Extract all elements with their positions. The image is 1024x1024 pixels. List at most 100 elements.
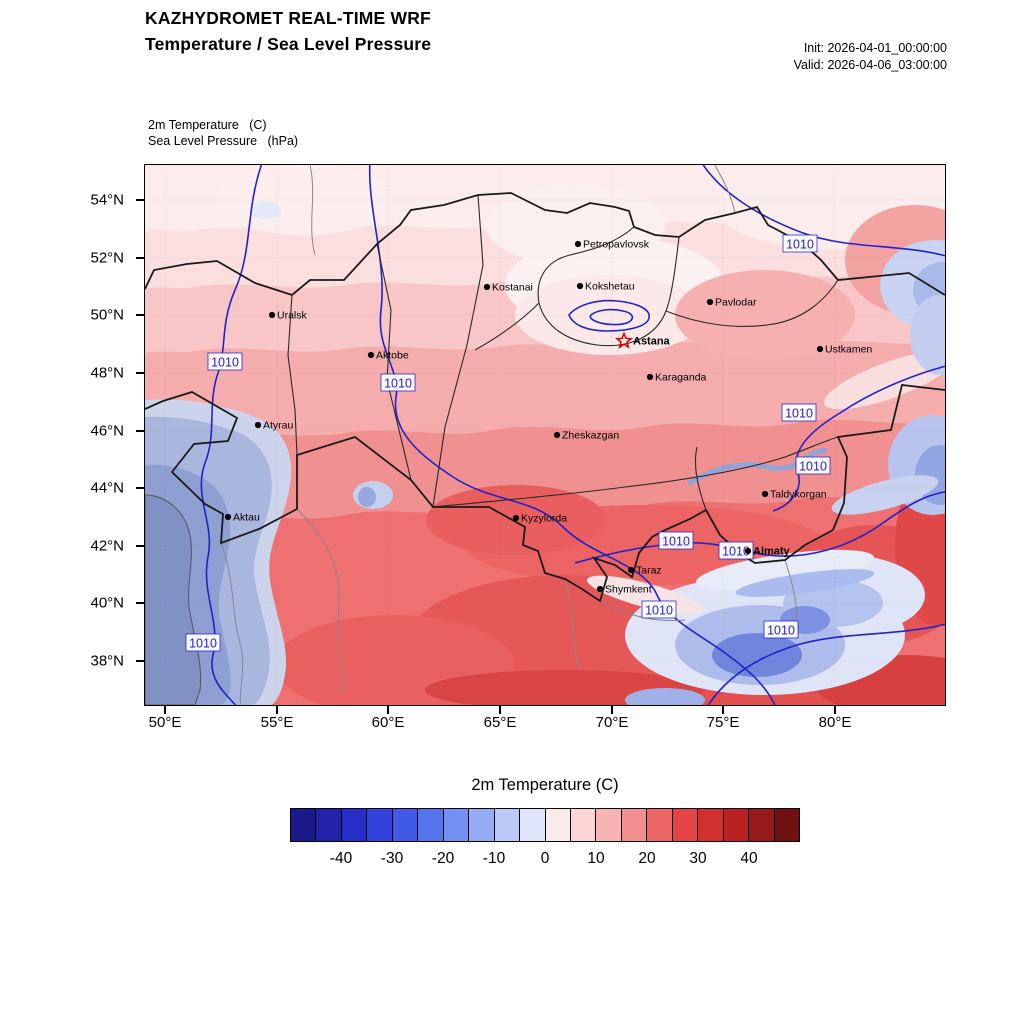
pressure-label-box (763, 620, 799, 639)
isobar-northeast (702, 165, 945, 257)
lat-tick-label: 52°N (90, 249, 124, 267)
city-label: Kyzylorda (521, 513, 567, 525)
pressure-label: 1010 (645, 604, 673, 618)
city-dot-icon (706, 298, 714, 306)
akmola-border-loop (537, 226, 680, 347)
lon-tick-label: 60°E (371, 714, 405, 731)
lon-tick-label: 75°E (706, 714, 740, 731)
isobar-central (368, 165, 776, 705)
city-label: Taraz (636, 565, 662, 577)
city-dot-icon (761, 490, 769, 498)
lon-tick-label: 80°E (818, 714, 852, 731)
city-label: Petropavlovsk (583, 239, 650, 251)
lat-tick-label: 38°N (90, 652, 124, 670)
colorbar-tick-label: 40 (740, 850, 758, 867)
lon-tick-label: 65°E (483, 714, 517, 731)
lat-tick-label: 44°N (90, 479, 124, 497)
colorbar-tick-label: 0 (540, 850, 550, 867)
city-label: Pavlodar (715, 297, 757, 309)
lon-tickmark (722, 706, 724, 714)
pressure-label-box (795, 456, 831, 475)
colorbar-tick-label: -20 (431, 850, 455, 867)
city-label: Atyrau (263, 420, 294, 432)
lat-tick-label: 50°N (90, 306, 124, 324)
city-dot-icon (576, 282, 584, 290)
lon-tickmark (611, 706, 613, 714)
city-label: Karaganda (655, 372, 707, 384)
colorbar-tick-label: -40 (329, 850, 353, 867)
isobar-almaty (574, 491, 945, 564)
city-dot-icon (553, 431, 561, 439)
colorbar-segment (443, 809, 470, 841)
pressure-label-box (185, 633, 221, 652)
colorbar-segment (749, 809, 775, 841)
pressure-label: 1010 (799, 460, 827, 474)
city-label: Shymkent (605, 584, 652, 596)
cold-regions-layer (145, 240, 945, 705)
city-dot-icon (254, 421, 262, 429)
colorbar-segment (469, 809, 495, 841)
pressure-label: 1010 (189, 637, 217, 651)
lat-tickmark (136, 257, 145, 259)
colorbar-tick-label: 10 (587, 850, 605, 867)
isobar-astana-loop-inner (589, 308, 634, 326)
capital-star-icon (614, 331, 634, 349)
pressure-contours-layer (200, 165, 945, 705)
tianshan-cold-core (712, 633, 802, 677)
lon-tickmark (834, 706, 836, 714)
colorbar-segment (698, 809, 724, 841)
colorbar-tick-label: -10 (482, 850, 506, 867)
colorbar-segment (672, 809, 699, 841)
pressure-label: 1010 (384, 377, 412, 391)
lon-tickmark (164, 706, 166, 714)
lat-tick-label: 46°N (90, 422, 124, 440)
graticule-layer (145, 165, 945, 705)
lat-tickmark (136, 314, 145, 316)
city-label: Taldykorgan (770, 489, 827, 501)
city-dot-icon (483, 283, 491, 291)
colorbar-segment (647, 809, 673, 841)
pressure-label: 1010 (785, 407, 813, 421)
lon-tickmark (276, 706, 278, 714)
foreign-borders-layer (220, 165, 798, 705)
field-label-pressure: Sea Level Pressure (hPa) (148, 134, 299, 148)
city-dot-icon (367, 351, 375, 359)
city-dot-icon (268, 311, 276, 319)
lat-tick-label: 42°N (90, 537, 124, 555)
lat-tickmark (136, 372, 145, 374)
city-label: Kokshetau (585, 281, 635, 293)
city-dot-icon (744, 547, 752, 555)
colorbar-tick-label: 20 (638, 850, 656, 867)
pressure-label: 1010 (786, 238, 814, 252)
lat-tickmark (136, 545, 145, 547)
city-label: Uralsk (277, 310, 308, 322)
lat-tickmark (136, 199, 145, 201)
colorbar-segment (570, 809, 597, 841)
lon-tick-label: 70°E (595, 714, 629, 731)
pressure-label-box (782, 234, 818, 253)
lat-tickmark (136, 660, 145, 662)
colorbar-segment (392, 809, 419, 841)
colorbar-title: 2m Temperature (C) (471, 776, 619, 794)
lat-tickmark (136, 602, 145, 604)
lon-tickmark (499, 706, 501, 714)
lat-tickmark (136, 430, 145, 432)
pressure-label: 1010 (767, 624, 795, 638)
colorbar-tick-label: -30 (380, 850, 404, 867)
page-title: KAZHYDROMET REAL-TIME WRF (145, 8, 431, 28)
lat-tick-label: 54°N (90, 191, 124, 209)
isobar-east (772, 365, 945, 512)
city-dot-icon (646, 373, 654, 381)
city-label: Aktobe (376, 350, 409, 362)
city-label: Zheskazgan (562, 430, 619, 442)
map-canvas: 1010101010101010101010101010101010101010… (145, 165, 945, 705)
field-label-temperature: 2m Temperature (C) (148, 118, 267, 132)
region-borders-layer (287, 194, 839, 511)
city-label: Astana (633, 336, 671, 348)
colorbar-segment (341, 809, 368, 841)
pressure-label-box (207, 352, 243, 371)
lon-tick-label: 55°E (260, 714, 294, 731)
pressure-label-box (380, 373, 416, 392)
colorbar-segment (520, 809, 546, 841)
